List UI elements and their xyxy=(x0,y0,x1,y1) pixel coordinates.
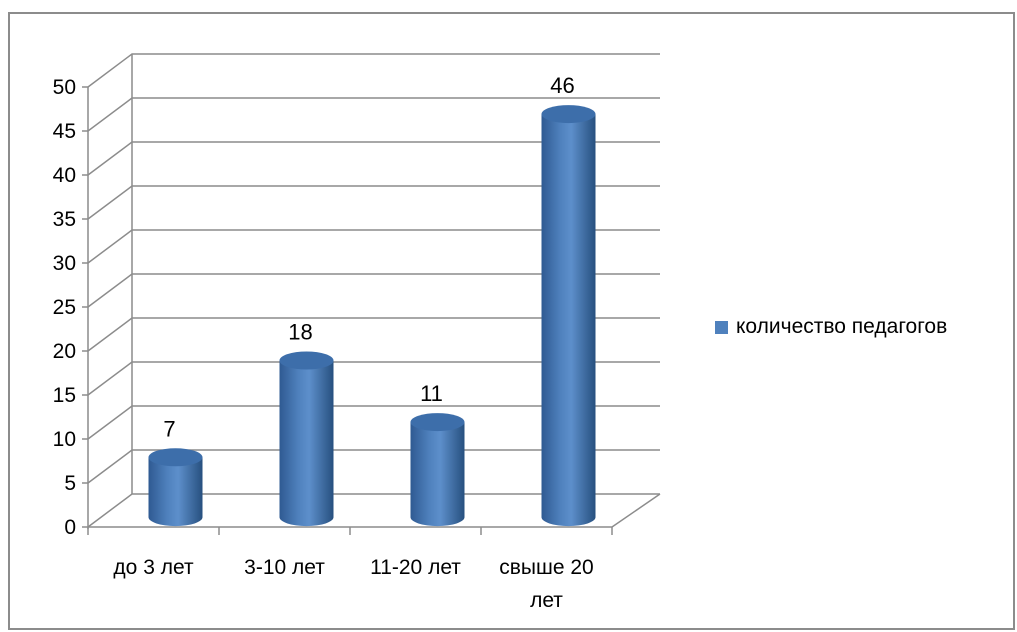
y-tick-label: 15 xyxy=(53,384,76,407)
bar-body xyxy=(148,457,203,527)
y-tick-label: 30 xyxy=(53,252,76,275)
bar-top xyxy=(410,413,465,432)
y-tick-label: 0 xyxy=(64,516,76,539)
y-tick-label: 35 xyxy=(53,208,76,231)
y-tick-label: 10 xyxy=(53,428,76,451)
legend-swatch xyxy=(715,320,728,334)
bar-body xyxy=(541,114,596,527)
bar-body xyxy=(279,360,334,527)
bar-top xyxy=(279,351,334,370)
bar-body xyxy=(410,422,465,527)
bar-top xyxy=(148,448,203,467)
y-tick-label: 50 xyxy=(53,76,76,99)
data-label: 7 xyxy=(163,416,175,441)
bar xyxy=(541,105,596,527)
y-tick-label: 40 xyxy=(53,164,76,187)
x-tick-label: свыше 20 лет xyxy=(499,556,593,612)
bar xyxy=(148,448,203,527)
y-tick-label: 5 xyxy=(64,472,76,495)
data-label: 11 xyxy=(420,381,443,406)
bar xyxy=(279,351,334,527)
data-label: 18 xyxy=(288,320,312,345)
bar-top xyxy=(541,105,596,124)
y-tick-label: 20 xyxy=(53,340,76,363)
x-tick-label: 11-20 лет xyxy=(370,556,461,579)
legend-label: количество педагогов xyxy=(736,315,948,338)
bar xyxy=(410,413,465,527)
x-tick-label: до 3 лет xyxy=(113,556,194,579)
y-tick-label: 45 xyxy=(53,120,76,143)
legend: количество педагогов xyxy=(715,315,947,339)
x-tick-label: 3-10 лет xyxy=(244,556,325,579)
data-label: 46 xyxy=(550,73,574,98)
y-tick-label: 25 xyxy=(53,296,76,319)
